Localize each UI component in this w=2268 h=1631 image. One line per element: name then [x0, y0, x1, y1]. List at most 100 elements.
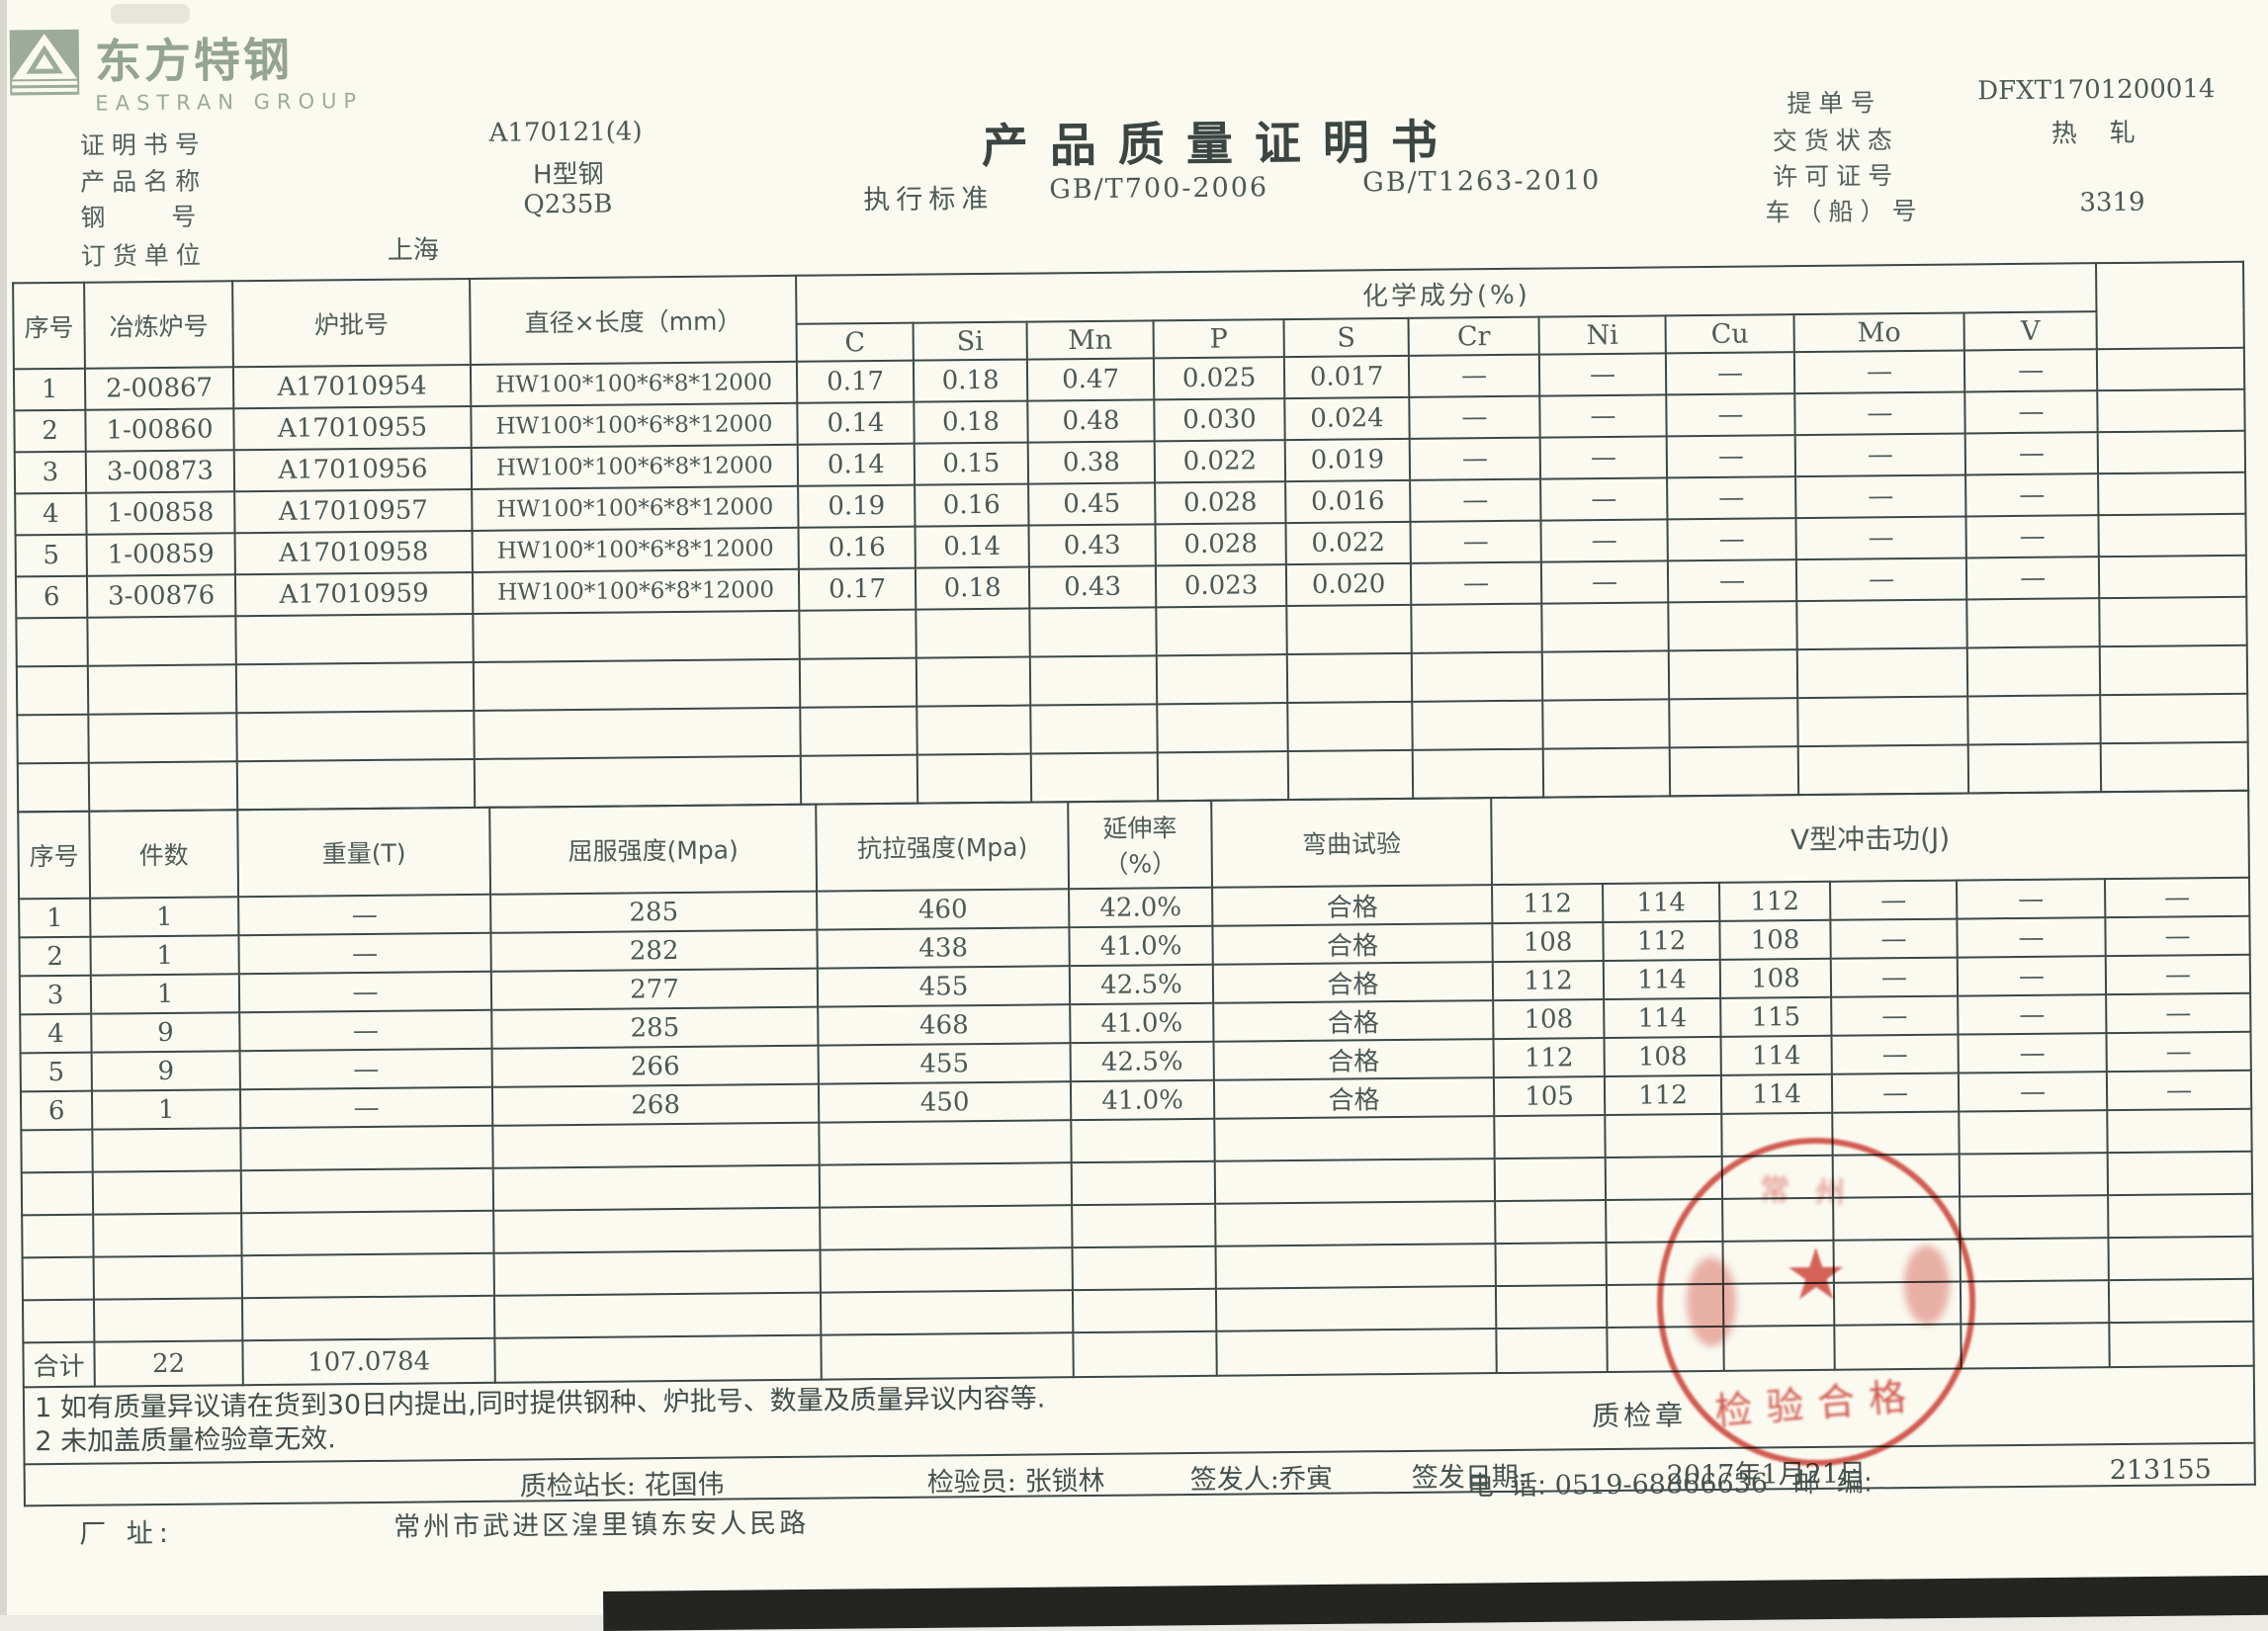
impact-value: 108 — [1719, 958, 1832, 998]
page-title: 产品质量证明书 — [981, 115, 1460, 175]
empty-cell — [1959, 1110, 2108, 1155]
impact-value: — — [1831, 1073, 1960, 1113]
bend-test: 合格 — [1213, 1077, 1495, 1119]
t1-header-furnace: 冶炼炉号 — [84, 281, 233, 369]
chem-value: — — [1795, 474, 1966, 519]
empty-cell — [799, 609, 916, 659]
empty-cell — [1960, 1280, 2110, 1325]
weight: — — [239, 1086, 493, 1129]
tensile-strength: 438 — [817, 927, 1070, 969]
empty-cell — [241, 1295, 495, 1341]
empty-cell — [1967, 743, 2102, 794]
empty-cell — [1832, 1154, 1961, 1198]
standard-label: 执行标准 — [863, 183, 995, 216]
empty-cell — [1606, 1241, 1723, 1285]
empty-cell — [1722, 1197, 1834, 1242]
chem-value: 0.14 — [915, 525, 1029, 568]
impact-value: — — [1831, 995, 1959, 1036]
t2-header-no: 序号 — [18, 811, 91, 900]
empty-cell — [1833, 1196, 1961, 1241]
bend-test: 合格 — [1212, 885, 1493, 926]
logo-text-en: EASTRAN GROUP — [95, 89, 364, 116]
chem-value: 0.028 — [1155, 481, 1286, 525]
empty-cell — [17, 762, 90, 813]
empty-cell — [21, 1129, 93, 1173]
furnace-no: 2-00867 — [84, 367, 234, 410]
pieces: 1 — [90, 974, 240, 1014]
chem-value: 0.48 — [1027, 399, 1155, 443]
chem-value: 0.18 — [913, 359, 1028, 402]
empty-cell — [1797, 696, 1968, 747]
chem-value: — — [1666, 393, 1795, 437]
tensile-strength: 455 — [818, 1043, 1071, 1084]
vehicle-no-label: 车（船）号 — [1765, 196, 1924, 227]
empty-cell — [799, 657, 917, 708]
empty-cell — [1071, 1160, 1216, 1206]
chem-value: — — [1539, 394, 1667, 438]
empty-cell — [1960, 1238, 2109, 1282]
empty-cell — [235, 613, 474, 665]
pieces: 9 — [91, 1012, 240, 1053]
company-logo: 东方特钢 EASTRAN GROUP — [8, 23, 364, 116]
chem-value: — — [1540, 560, 1669, 604]
standard-1: GB/T700-2006 — [1049, 172, 1269, 206]
row-no: 2 — [14, 409, 86, 453]
empty-cell — [1605, 1156, 1723, 1201]
empty-cell — [820, 1290, 1074, 1335]
chem-value: — — [1795, 558, 1967, 602]
empty-cell — [819, 1120, 1072, 1165]
pieces: 1 — [90, 897, 239, 937]
empty-cell — [1606, 1198, 1723, 1243]
empty-cell — [800, 754, 918, 805]
batch-no: A17010955 — [233, 405, 472, 451]
row-no: 6 — [20, 1090, 93, 1131]
empty-cell — [1960, 1195, 2109, 1240]
empty-cell — [820, 1205, 1073, 1250]
weight: — — [238, 971, 492, 1013]
qc-chief: 质检站长: 花国伟 — [519, 1469, 725, 1502]
empty-cell — [2108, 1278, 2254, 1324]
empty-cell — [1156, 606, 1287, 656]
empty-cell — [916, 656, 1031, 707]
impact-value: — — [2104, 877, 2250, 918]
bol-no-label: 提单号 — [1787, 88, 1882, 119]
chem-value: — — [1963, 349, 2098, 392]
chem-value: — — [1965, 515, 2099, 558]
row-no: 1 — [19, 898, 91, 938]
chem-value: 0.030 — [1154, 398, 1285, 442]
t2-header-yield: 屈服强度(Mpa) — [489, 804, 818, 895]
yield-strength: 268 — [491, 1083, 820, 1126]
bend-test: 合格 — [1213, 1039, 1494, 1080]
element-header-mn: Mn — [1026, 320, 1154, 360]
empty-cell — [2108, 1236, 2253, 1281]
empty-cell — [1411, 651, 1543, 702]
chem-value: — — [1665, 352, 1795, 395]
chem-value: 0.020 — [1285, 562, 1412, 607]
orderer-value: 上海 — [387, 235, 439, 266]
scan-edge-artifact — [0, 0, 7, 1615]
product-name-label: 产品名称 — [79, 166, 208, 197]
t2-header-weight: 重量(T) — [237, 807, 491, 898]
chem-value: 0.38 — [1027, 441, 1156, 484]
empty-cell — [22, 1214, 94, 1258]
impact-value: 114 — [1603, 882, 1720, 923]
furnace-no: 1-00859 — [86, 533, 235, 576]
yield-strength: 266 — [491, 1045, 819, 1087]
empty-cell — [2097, 430, 2246, 474]
impact-value: — — [1958, 1033, 2107, 1073]
yield-strength: 285 — [491, 1006, 819, 1049]
chem-value: — — [1965, 557, 2100, 600]
cert-no-label: 证明书号 — [79, 129, 207, 160]
impact-value: — — [2106, 1031, 2251, 1073]
impact-value: 112 — [1604, 1074, 1722, 1116]
impact-value: — — [1956, 879, 2106, 919]
impact-value: — — [1958, 994, 2107, 1035]
furnace-no: 1-00858 — [86, 491, 235, 535]
impact-value: 112 — [1719, 881, 1831, 921]
pieces: 9 — [91, 1051, 240, 1091]
impact-value: 108 — [1719, 919, 1831, 960]
empty-cell — [1967, 695, 2101, 745]
empty-cell — [92, 1170, 242, 1215]
empty-cell — [87, 616, 236, 666]
